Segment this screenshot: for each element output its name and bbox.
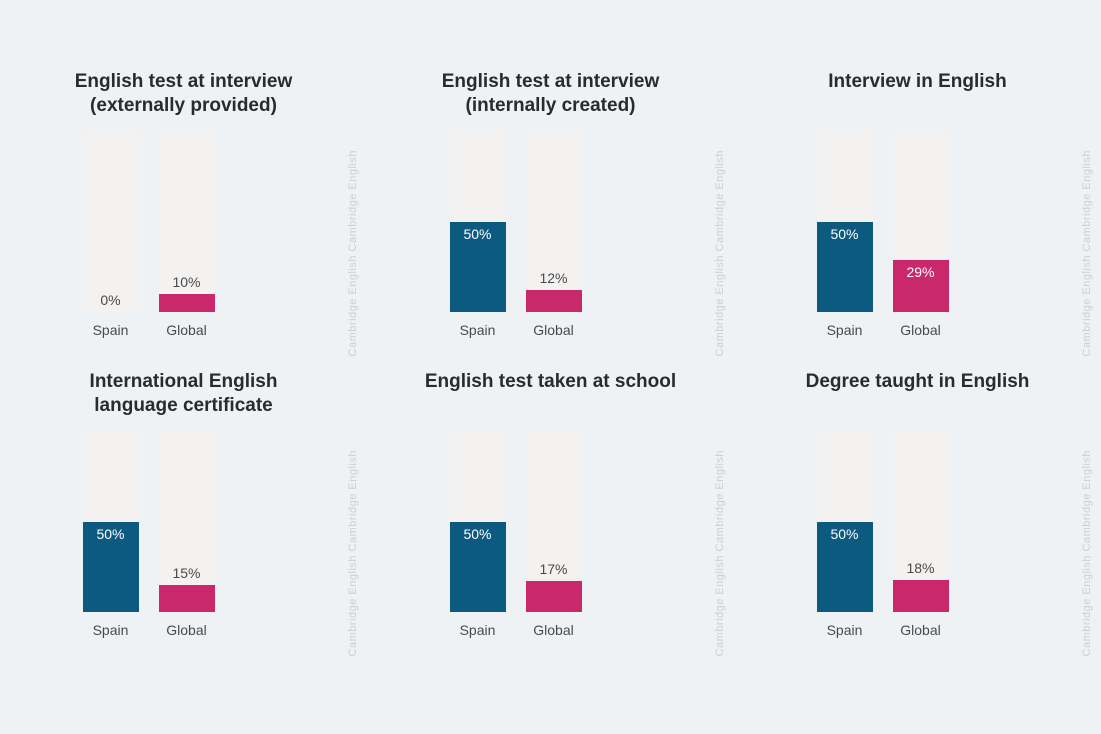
bar-row: 50% Spain 18% Global [817, 432, 949, 638]
bar-value-label: 50% [817, 526, 873, 542]
bar-row: 50% Spain 29% Global [817, 132, 949, 338]
chart-panel: International English language certifica… [0, 370, 367, 670]
bar-track: 18% [893, 432, 949, 612]
watermark-text: Cambridge English Cambridge English [347, 150, 359, 356]
bar-track: 12% [526, 132, 582, 312]
category-label: Spain [827, 622, 863, 638]
bar-cell: 50% Spain [817, 132, 873, 338]
bar-row: 0% Spain 10% Global [83, 132, 215, 338]
bar-track: 50% [450, 432, 506, 612]
category-label: Spain [93, 622, 129, 638]
bar-track: 50% [450, 132, 506, 312]
bar-cell: 29% Global [893, 132, 949, 338]
bar-cell: 15% Global [159, 432, 215, 638]
category-label: Global [533, 622, 573, 638]
panel-title: English test at interview (internally cr… [442, 70, 660, 118]
bar-track: 29% [893, 132, 949, 312]
category-label: Global [166, 622, 206, 638]
watermark-text: Cambridge English Cambridge English [714, 150, 726, 356]
bar-value-label: 17% [526, 561, 582, 577]
category-label: Spain [460, 322, 496, 338]
bar-row: 50% Spain 12% Global [450, 132, 582, 338]
panel-title: English test at interview (externally pr… [75, 70, 293, 118]
bar-fill [893, 580, 949, 612]
bar-value-label: 50% [83, 526, 139, 542]
chart-panel: English test taken at school 50% Spain 17% G… [367, 370, 734, 670]
bar-value-label: 12% [526, 270, 582, 286]
bar-fill [159, 585, 215, 612]
bar-track: 50% [817, 432, 873, 612]
bar-value-label: 50% [450, 526, 506, 542]
category-label: Spain [827, 322, 863, 338]
category-label: Global [166, 322, 206, 338]
bar-track: 10% [159, 132, 215, 312]
bar-value-label: 50% [450, 226, 506, 242]
bar-track: 17% [526, 432, 582, 612]
bar-value-label: 50% [817, 226, 873, 242]
category-label: Spain [93, 322, 129, 338]
chart-panel: English test at interview (internally cr… [367, 70, 734, 370]
panel-title: Degree taught in English [806, 370, 1030, 418]
bar-fill [526, 290, 582, 312]
bar-value-label: 10% [159, 274, 215, 290]
watermark-text: Cambridge English Cambridge English [1081, 150, 1093, 356]
chart-panel: English test at interview (externally pr… [0, 70, 367, 370]
watermark-text: Cambridge English Cambridge English [1081, 450, 1093, 656]
category-label: Global [900, 622, 940, 638]
bar-cell: 50% Spain [83, 432, 139, 638]
bar-cell: 17% Global [526, 432, 582, 638]
chart-panel: Interview in English 50% Spain 29% Global Cam… [734, 70, 1101, 370]
category-label: Global [533, 322, 573, 338]
bar-value-label: 18% [893, 560, 949, 576]
bar-track: 15% [159, 432, 215, 612]
bar-value-label: 29% [893, 264, 949, 280]
bar-cell: 18% Global [893, 432, 949, 638]
category-label: Spain [460, 622, 496, 638]
bar-fill [159, 294, 215, 312]
chart-panel: Degree taught in English 50% Spain 18% Globa… [734, 370, 1101, 670]
bar-row: 50% Spain 17% Global [450, 432, 582, 638]
watermark-text: Cambridge English Cambridge English [714, 450, 726, 656]
watermark-text: Cambridge English Cambridge English [347, 450, 359, 656]
bar-fill [526, 581, 582, 612]
panel-title: English test taken at school [425, 370, 676, 418]
bar-cell: 50% Spain [450, 132, 506, 338]
bar-track: 50% [817, 132, 873, 312]
bar-value-label: 0% [83, 292, 139, 308]
bar-cell: 50% Spain [450, 432, 506, 638]
panel-title: Interview in English [828, 70, 1006, 118]
bar-track: 0% [83, 132, 139, 312]
panel-title: International English language certifica… [90, 370, 278, 418]
bar-cell: 10% Global [159, 132, 215, 338]
category-label: Global [900, 322, 940, 338]
bar-row: 50% Spain 15% Global [83, 432, 215, 638]
bar-cell: 0% Spain [83, 132, 139, 338]
bar-cell: 50% Spain [817, 432, 873, 638]
chart-grid: English test at interview (externally pr… [0, 0, 1101, 670]
bar-cell: 12% Global [526, 132, 582, 338]
bar-track: 50% [83, 432, 139, 612]
bar-value-label: 15% [159, 565, 215, 581]
